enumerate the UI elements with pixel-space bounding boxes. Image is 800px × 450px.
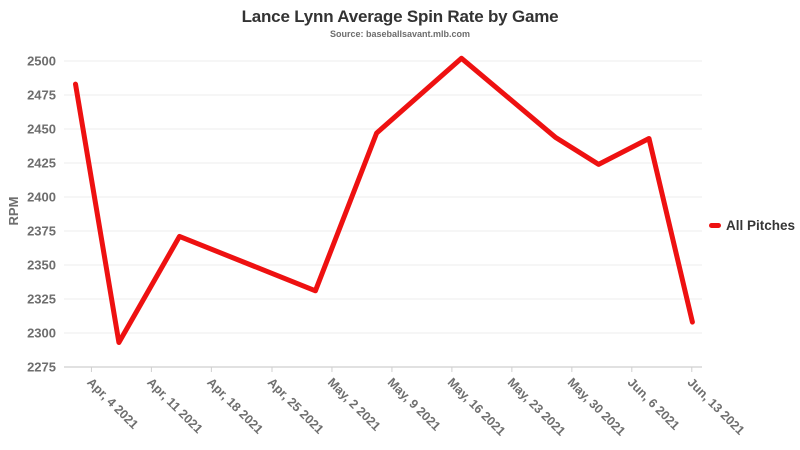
chart-title: Lance Lynn Average Spin Rate by Game: [241, 7, 559, 26]
y-tick-label: 2500: [27, 54, 56, 69]
x-tick-label: Apr, 11 2021: [144, 375, 205, 436]
x-tick-label: Apr, 25 2021: [265, 375, 327, 437]
y-tick-label: 2475: [27, 88, 56, 103]
x-tick-label: Jun, 6 2021: [625, 375, 683, 433]
x-tick-label: Apr, 4 2021: [84, 375, 141, 432]
chart-subtitle: Source: baseballsavant.mlb.com: [329, 29, 471, 39]
x-tick-label: Jun, 13 2021: [685, 375, 748, 438]
x-tick-label: May, 9 2021: [385, 375, 443, 433]
series-line-all-pitches: [73, 55, 695, 345]
legend-label: All Pitches: [726, 217, 796, 233]
y-tick-label: 2425: [27, 156, 56, 171]
y-tick-label: 2275: [27, 360, 56, 375]
y-tick-label: 2375: [27, 224, 56, 239]
x-tick-label: May, 23 2021: [505, 375, 568, 438]
x-tick-label: May, 30 2021: [565, 375, 628, 438]
legend-line-swatch-icon: [709, 222, 721, 228]
y-tick-label: 2400: [27, 190, 56, 205]
y-tick-label: 2300: [27, 326, 56, 341]
y-tick-label: 2325: [27, 292, 56, 307]
y-tick-label: 2450: [27, 122, 56, 137]
x-tick-label: May, 2 2021: [325, 375, 383, 433]
legend: All Pitches: [709, 217, 795, 233]
x-tick-label: May, 16 2021: [445, 375, 508, 438]
x-tick-label: Apr, 18 2021: [204, 375, 266, 437]
y-tick-label: 2350: [27, 258, 56, 273]
